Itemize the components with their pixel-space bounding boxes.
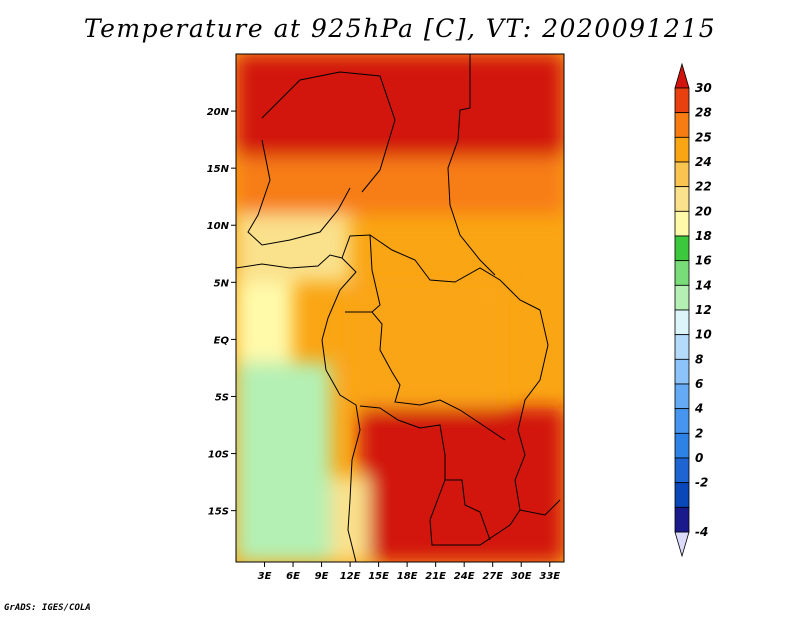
region-0 xyxy=(236,54,564,157)
y-tick-label: 15N xyxy=(207,164,230,175)
region-6 xyxy=(359,407,564,562)
y-tick-label: 10N xyxy=(207,221,230,232)
region-3 xyxy=(236,282,294,363)
colorbar-band xyxy=(674,210,690,237)
x-tick-label: 21E xyxy=(425,571,446,582)
x-tick-label: 18E xyxy=(397,571,418,582)
colorbar-label: 16 xyxy=(695,254,712,268)
colorbar-under-triangle xyxy=(674,531,690,558)
colorbar-band xyxy=(674,408,690,434)
y-tick-label: 10S xyxy=(208,450,229,461)
border-angola xyxy=(359,405,491,541)
coastline xyxy=(236,254,361,562)
plot-frame xyxy=(235,53,565,563)
colorbar-label: 2 xyxy=(695,426,703,440)
x-tick-label: 15E xyxy=(368,571,389,582)
colorbar-band xyxy=(674,309,690,336)
colorbar-band xyxy=(674,358,690,385)
colorbar-label: 24 xyxy=(695,155,712,169)
country-borders xyxy=(236,54,561,562)
chart-title: Temperature at 925hPa [C], VT: 202009121… xyxy=(83,14,717,43)
colorbar-label: 22 xyxy=(695,180,712,194)
border-nigeria xyxy=(247,139,351,246)
border-sudan xyxy=(447,54,496,276)
x-tick-label: 6E xyxy=(286,571,300,582)
region-1 xyxy=(236,156,564,214)
colorbar-label: -4 xyxy=(695,525,708,539)
y-tick-label: 5S xyxy=(215,392,229,403)
colorbar-band xyxy=(674,432,690,459)
colorbar-band xyxy=(674,284,690,311)
border-east xyxy=(514,309,549,511)
colorbar-band xyxy=(674,161,690,188)
colorbar-band xyxy=(674,260,690,286)
colorbar-band xyxy=(674,457,690,484)
colorbar-label: 18 xyxy=(695,229,712,243)
grads-credit: GrADS: IGES/COLA xyxy=(4,603,91,613)
colorbar-label: 6 xyxy=(695,377,703,391)
x-tick-label: 24E xyxy=(454,571,475,582)
colorbar-label: 20 xyxy=(695,204,712,218)
colorbar-over-triangle xyxy=(674,62,690,89)
colorbar-band xyxy=(674,136,690,163)
colorbar-band xyxy=(674,186,690,212)
border-central-africa xyxy=(369,234,541,311)
colorbar-label: 28 xyxy=(695,106,712,120)
colorbar-band xyxy=(674,112,690,138)
colorbar-band xyxy=(674,87,690,114)
colorbar-label: 14 xyxy=(695,278,712,292)
colorbar-label: 10 xyxy=(695,328,712,342)
x-tick-label: 9E xyxy=(315,571,329,582)
border-congo xyxy=(345,311,506,441)
colorbar-label: 25 xyxy=(695,130,712,144)
region-2 xyxy=(236,213,351,283)
y-tick-label: 5N xyxy=(214,278,230,289)
colorbar-label: 4 xyxy=(694,402,703,416)
x-tick-label: 12E xyxy=(340,571,361,582)
colorbar-label: 12 xyxy=(695,303,712,317)
y-axis: 20N 15N 10N 5N EQ 5S 10S 15S xyxy=(207,107,236,518)
temperature-regions xyxy=(236,54,564,562)
colorbar-label: 0 xyxy=(695,451,703,465)
region-4 xyxy=(350,282,503,408)
x-tick-label: 30E xyxy=(511,571,532,582)
x-axis: 3E 6E 9E 12E 15E 18E 21E 24E 27E 30E 33E xyxy=(258,562,560,582)
region-5 xyxy=(236,362,332,562)
x-tick-label: 3E xyxy=(258,571,272,582)
colorbar-band xyxy=(674,235,690,262)
x-tick-label: 33E xyxy=(539,571,560,582)
colorbar-band xyxy=(674,506,690,533)
y-tick-label: EQ xyxy=(214,335,230,346)
x-tick-label: 27E xyxy=(482,571,503,582)
colorbar-label: 8 xyxy=(695,352,703,366)
border-zambia xyxy=(429,479,561,546)
border-cameroon xyxy=(341,234,381,313)
colorbar-band xyxy=(674,383,690,410)
y-tick-label: 15S xyxy=(208,507,229,518)
border-sahara xyxy=(261,71,396,193)
colorbar-band xyxy=(674,482,690,508)
colorbar-label: 30 xyxy=(695,81,712,95)
temperature-field xyxy=(236,54,564,562)
colorbar-band xyxy=(674,334,690,360)
y-tick-label: 20N xyxy=(207,107,230,118)
colorbar-label: -2 xyxy=(695,476,708,490)
